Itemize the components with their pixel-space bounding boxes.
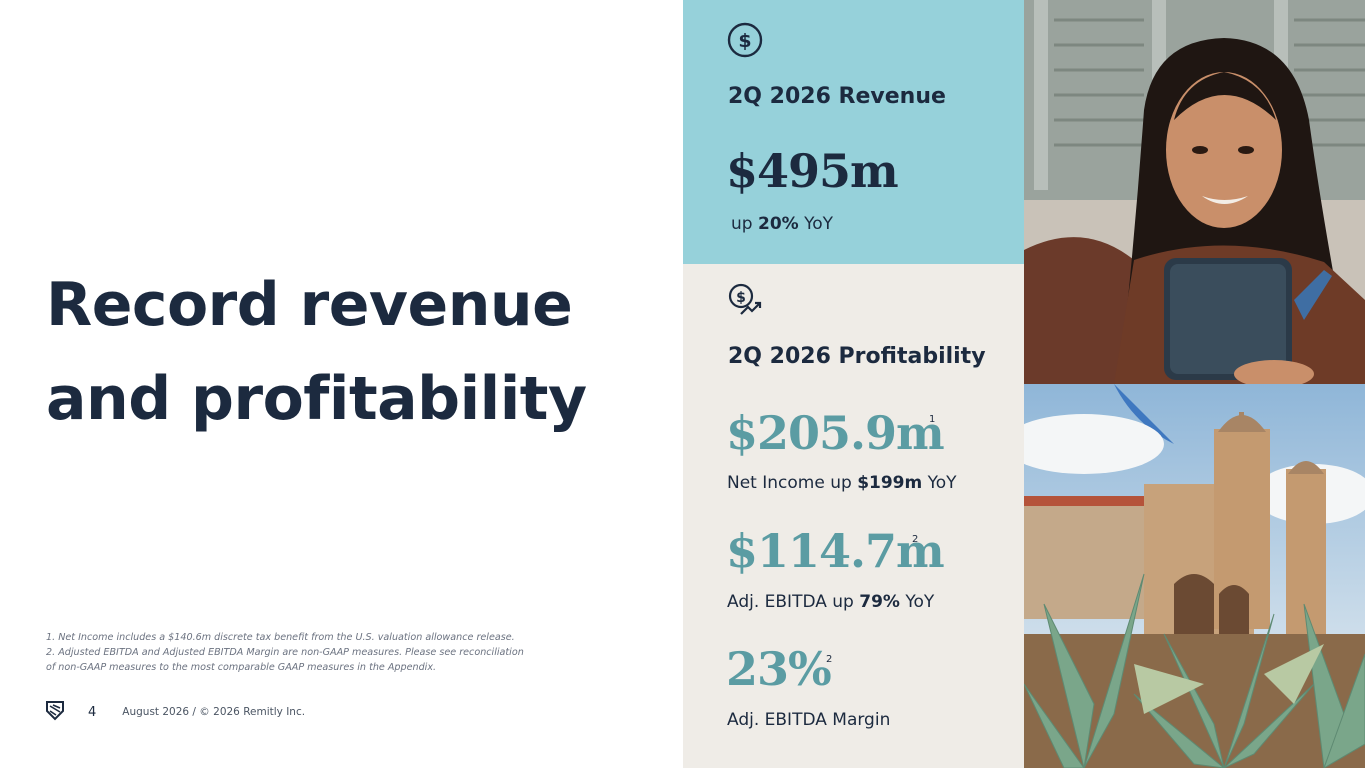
footnotes: 1. Net Income includes a $140.6m discret… xyxy=(46,630,566,675)
revenue-growth-prefix: up xyxy=(731,214,758,234)
slide-left-column: Record revenue and profitability 1. Net … xyxy=(44,258,588,724)
net-income-growth: Net Income up $199m YoY xyxy=(727,473,957,493)
slide-footer: 4 August 2026 / © 2026 Remitly Inc. xyxy=(44,700,305,724)
adj-ebitda-footnote-marker: 2 xyxy=(912,534,919,545)
dollar-circle-icon: $ xyxy=(727,22,763,58)
footnote-2: 2. Adjusted EBITDA and Adjusted EBITDA M… xyxy=(46,647,524,673)
adj-ebitda-growth: Adj. EBITDA up 79% YoY xyxy=(727,592,934,612)
net-income-growth-value: $199m xyxy=(857,473,923,493)
adj-ebitda-growth-value: 79% xyxy=(859,592,900,612)
net-income-footnote-marker: 1 xyxy=(929,414,936,425)
adj-ebitda-margin-value: 23% xyxy=(726,642,832,696)
footnote-1: 1. Net Income includes a $140.6m discret… xyxy=(46,632,515,643)
adj-ebitda-growth-prefix: Adj. EBITDA up xyxy=(727,592,860,612)
revenue-growth: up 20% YoY xyxy=(731,214,833,234)
woman-with-phone-photo xyxy=(1024,0,1365,384)
profitability-title: 2Q 2026 Profitability xyxy=(728,344,986,369)
revenue-title: 2Q 2026 Revenue xyxy=(728,84,946,109)
remitly-logo-icon xyxy=(44,699,66,725)
slide-title-line-1: Record revenue xyxy=(46,270,573,340)
copyright-text: August 2026 / © 2026 Remitly Inc. xyxy=(122,706,306,718)
margin-footnote-marker: 2 xyxy=(826,654,833,665)
svg-text:$: $ xyxy=(736,290,746,306)
slide-title-line-2: and profitability xyxy=(46,364,587,434)
adj-ebitda-growth-suffix: YoY xyxy=(899,592,935,612)
slide-title: Record revenue and profitability xyxy=(46,258,587,446)
adj-ebitda-margin-label: Adj. EBITDA Margin xyxy=(727,710,891,730)
revenue-value: $495m xyxy=(726,144,899,198)
page-number: 4 xyxy=(88,704,97,720)
revenue-growth-value: 20% xyxy=(757,214,799,234)
revenue-growth-suffix: YoY xyxy=(798,214,834,234)
revenue-panel: $ 2Q 2026 Revenue $495m up 20% YoY xyxy=(683,0,1024,264)
net-income-value: $205.9m xyxy=(726,406,945,460)
profitability-panel: $ 2Q 2026 Profitability $205.9m 1 Net In… xyxy=(683,264,1024,768)
svg-text:$: $ xyxy=(738,30,751,52)
adj-ebitda-value: $114.7m xyxy=(726,524,945,578)
net-income-growth-suffix: YoY xyxy=(922,473,957,493)
dollar-trend-icon: $ xyxy=(727,282,763,318)
church-and-agave-photo xyxy=(1024,384,1365,768)
net-income-growth-prefix: Net Income up xyxy=(727,473,858,493)
